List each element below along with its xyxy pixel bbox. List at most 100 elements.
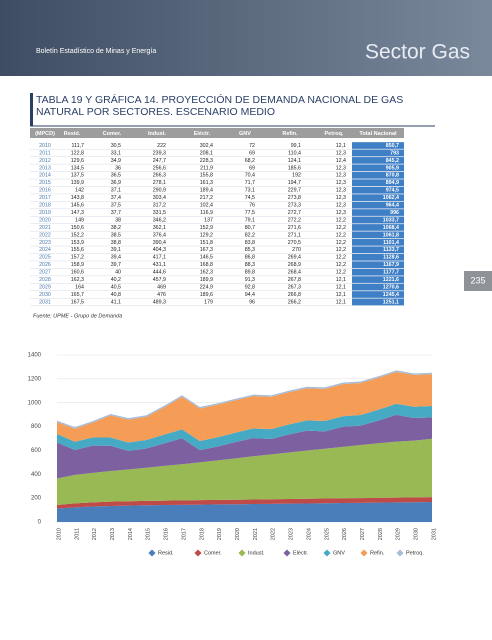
total-cell xyxy=(352,209,404,216)
legend-label: Eléctr. xyxy=(293,550,309,556)
x-tick-label: 2011 xyxy=(74,528,80,540)
cell: 267,3 xyxy=(288,284,301,290)
row-year: 2016 xyxy=(39,188,51,194)
cell: 271,6 xyxy=(288,225,301,231)
column-header: Resid. xyxy=(64,131,81,137)
column-header: Eléctr. xyxy=(194,131,211,137)
total-cell xyxy=(352,164,404,172)
cell: 194,7 xyxy=(288,180,301,186)
cell: 122,8 xyxy=(71,150,84,156)
cell: 211,9 xyxy=(200,165,213,171)
cell: 91,3 xyxy=(245,277,255,283)
cell: 256,6 xyxy=(153,165,166,171)
cell: 996 xyxy=(390,210,399,216)
x-tick-label: 2029 xyxy=(396,528,402,540)
cell: 302,4 xyxy=(200,143,213,149)
y-tick-label: 800 xyxy=(31,424,42,430)
cell: 85,3 xyxy=(245,247,255,253)
cell: 116,9 xyxy=(200,210,213,216)
legend-label: Comer. xyxy=(204,550,222,556)
cell: 1245,4 xyxy=(383,292,399,298)
cell: 192 xyxy=(292,173,301,179)
cell: 850,7 xyxy=(386,143,399,149)
total-cell xyxy=(352,224,404,231)
area xyxy=(57,414,432,479)
cell: 12,1 xyxy=(336,143,346,149)
row-year: 2030 xyxy=(39,292,51,298)
cell: 217,2 xyxy=(200,195,213,201)
row-year: 2011 xyxy=(39,150,50,156)
cell: 36,5 xyxy=(111,173,121,179)
row-year: 2025 xyxy=(39,255,51,261)
cell: 273,8 xyxy=(288,195,301,201)
cell: 845,2 xyxy=(386,158,399,164)
cell: 390,4 xyxy=(153,240,166,246)
y-tick-label: 0 xyxy=(38,520,42,526)
cell: 99,1 xyxy=(291,143,301,149)
column-header: Petroq. xyxy=(325,131,344,137)
row-year: 2029 xyxy=(39,284,51,290)
cell: 290,9 xyxy=(153,188,166,194)
cell: 189,6 xyxy=(200,292,213,298)
cell: 1101,4 xyxy=(383,240,399,246)
total-cell xyxy=(352,246,404,254)
cell: 1068,4 xyxy=(383,225,399,231)
cell: 139,9 xyxy=(71,180,84,186)
row-year: 2013 xyxy=(39,165,51,171)
total-cell xyxy=(352,291,404,298)
x-tick-label: 2027 xyxy=(360,528,366,540)
cell: 1062,4 xyxy=(383,195,399,201)
cell: 12,3 xyxy=(336,210,346,216)
area xyxy=(57,438,432,506)
total-cell xyxy=(352,261,404,269)
cell: 40,2 xyxy=(111,277,121,283)
cell: 153,9 xyxy=(71,240,84,246)
cell: 152,9 xyxy=(200,225,213,231)
cell: 39,4 xyxy=(111,255,121,261)
cell: 1251,1 xyxy=(383,299,399,305)
cell: 142 xyxy=(75,188,84,194)
cell: 69 xyxy=(249,150,255,156)
cell: 96 xyxy=(249,299,255,305)
cell: 974,5 xyxy=(386,188,399,194)
cell: 870,8 xyxy=(386,173,399,179)
row-year: 2026 xyxy=(39,262,51,268)
column-header: Refin. xyxy=(282,131,298,137)
row-year: 2028 xyxy=(39,277,51,283)
cell: 152,2 xyxy=(71,232,84,238)
area xyxy=(57,371,432,443)
cell: 30,5 xyxy=(111,143,121,149)
cell: 37,4 xyxy=(111,195,121,201)
x-tick-label: 2026 xyxy=(342,528,348,540)
legend-label: Petroq. xyxy=(406,550,424,556)
cell: 86,8 xyxy=(245,255,255,261)
cell: 404,3 xyxy=(153,247,166,253)
cell: 92,8 xyxy=(245,284,255,290)
cell: 179 xyxy=(204,299,213,305)
cell: 208,1 xyxy=(200,150,213,156)
cell: 266,8 xyxy=(288,292,301,298)
row-year: 2020 xyxy=(39,217,51,223)
cell: 269,4 xyxy=(288,255,301,261)
cell: 168,8 xyxy=(200,262,213,268)
x-tick-label: 2021 xyxy=(253,528,259,540)
title-bar xyxy=(30,93,33,126)
row-year: 2022 xyxy=(39,232,51,238)
row-year: 2017 xyxy=(39,195,51,201)
x-tick-label: 2028 xyxy=(378,528,384,540)
cell: 12,2 xyxy=(336,240,346,246)
cell: 38,2 xyxy=(111,225,121,231)
cell: 1128,6 xyxy=(383,255,399,261)
x-tick-label: 2030 xyxy=(414,528,420,540)
cell: 12,4 xyxy=(336,158,346,164)
row-year: 2024 xyxy=(39,247,51,253)
area xyxy=(57,502,432,522)
cell: 476 xyxy=(157,292,166,298)
row-year: 2014 xyxy=(39,173,51,179)
legend-marker xyxy=(148,549,156,557)
y-tick-label: 200 xyxy=(31,496,42,502)
cell: 40 xyxy=(115,270,121,276)
cell: 37,1 xyxy=(111,188,121,194)
cell: 268,4 xyxy=(288,270,301,276)
